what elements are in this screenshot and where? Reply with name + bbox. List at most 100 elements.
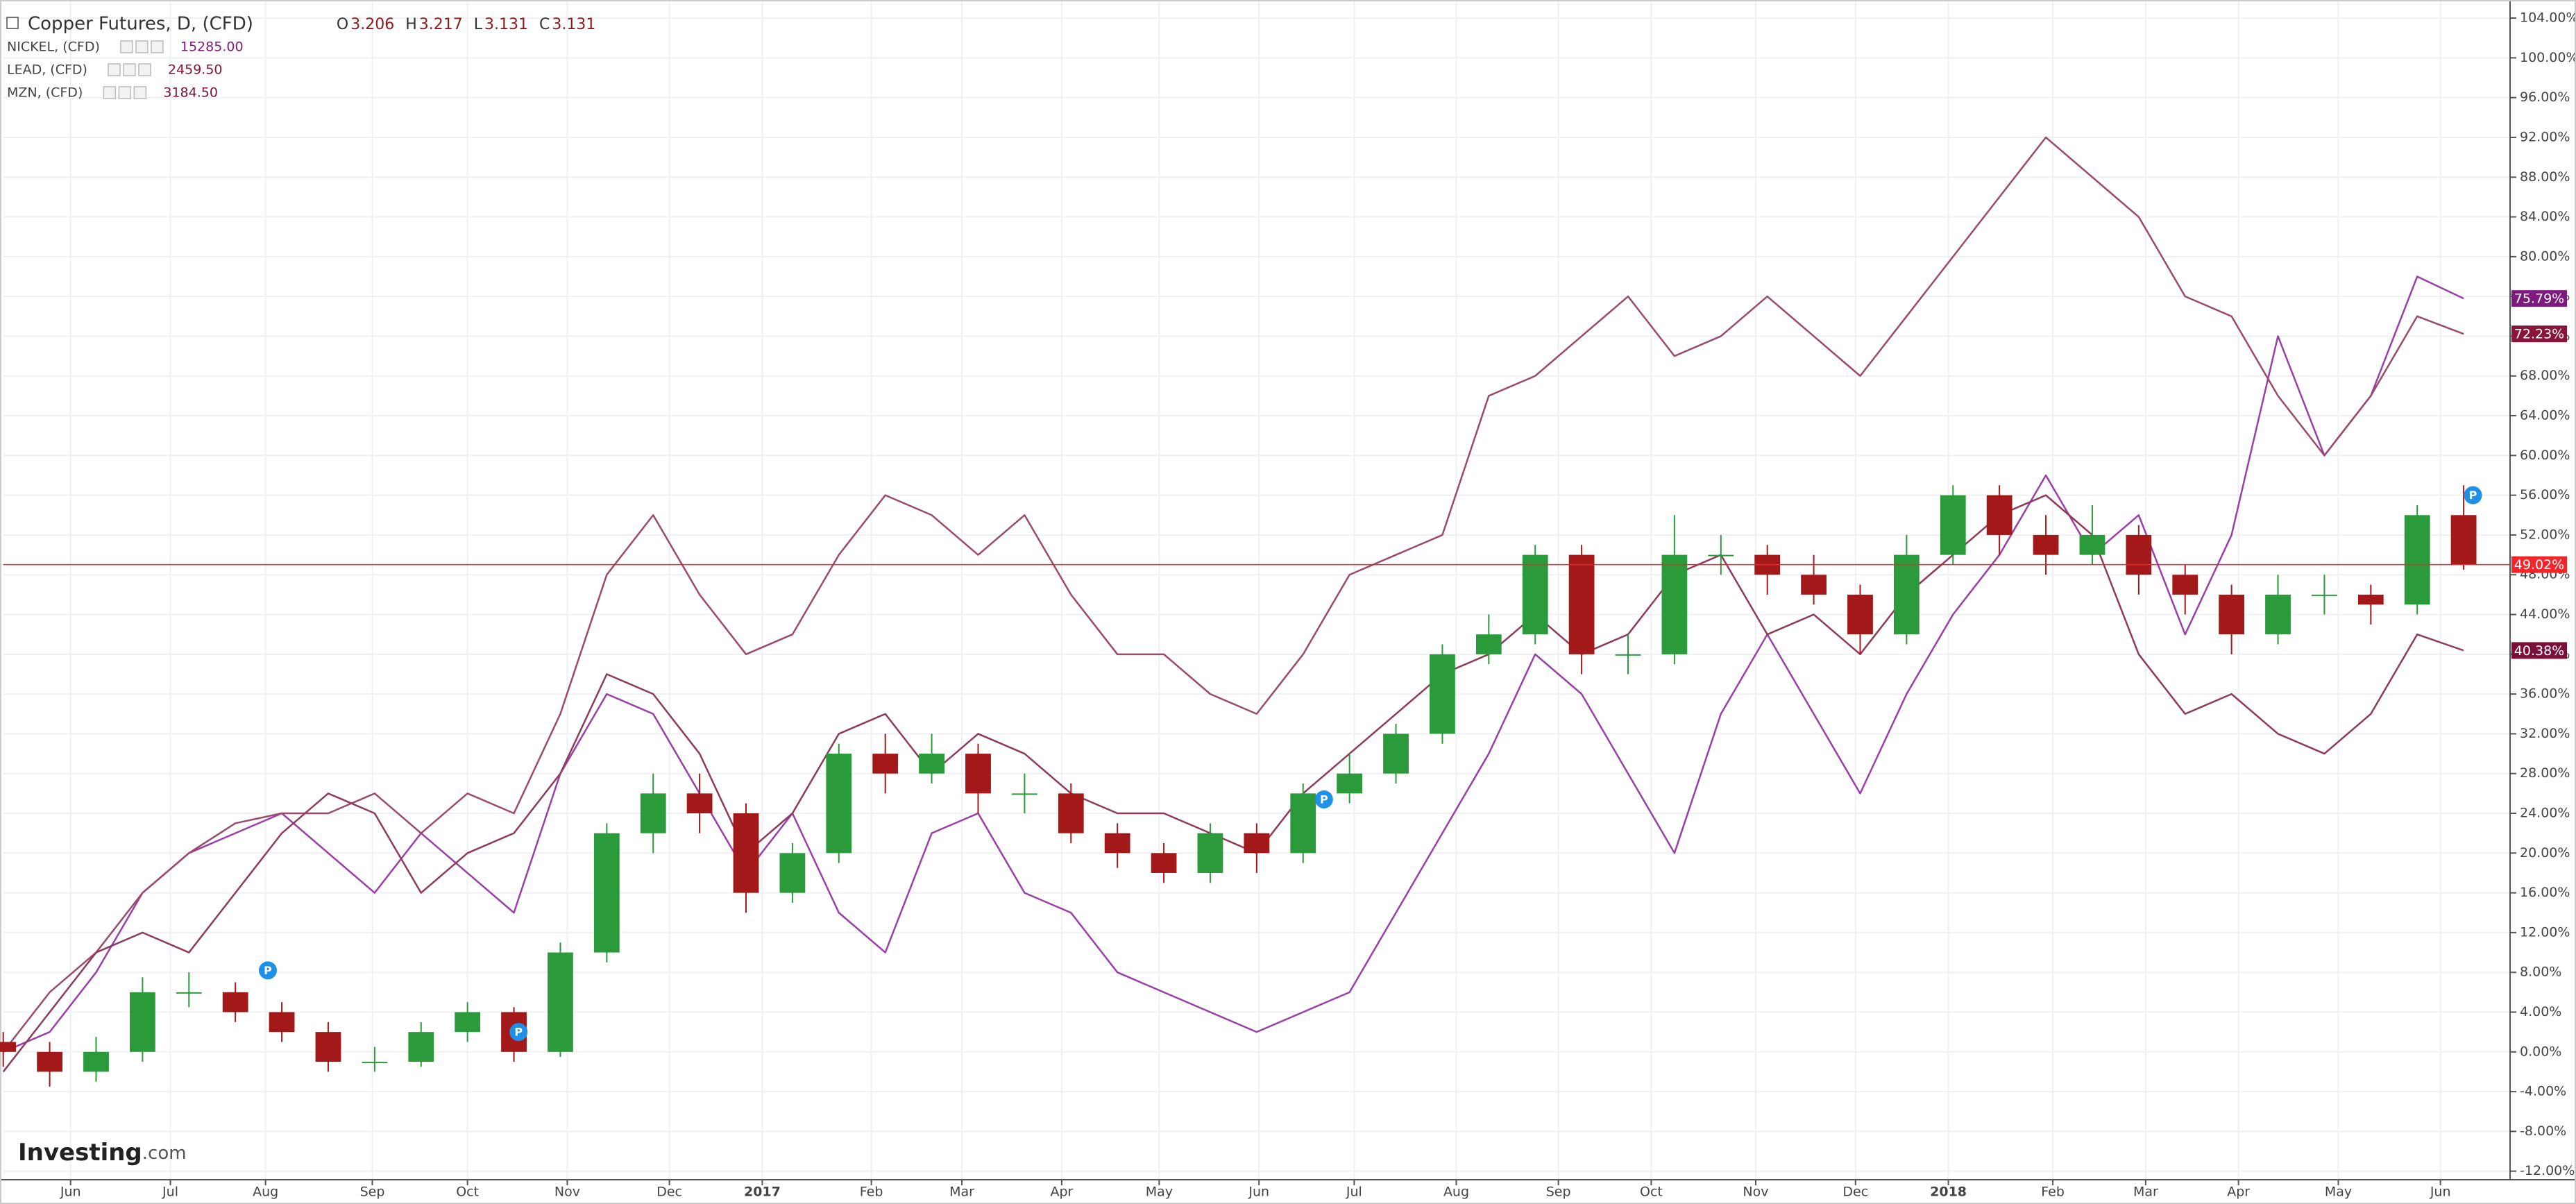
y-tick-label: 56.00% [2520, 487, 2570, 502]
legend-value: 3184.50 [163, 85, 218, 101]
event-label: P [514, 1026, 523, 1039]
legend-name: NICKEL, (CFD) [7, 40, 100, 55]
x-tick-label: May [1146, 1185, 1173, 1200]
last-value-label: 40.38% [2514, 643, 2564, 659]
candle-body [1104, 833, 1130, 854]
x-tick-label: May [2325, 1185, 2352, 1200]
candle-body [548, 952, 573, 1052]
candle-body [1568, 554, 1595, 654]
candle-body [686, 793, 713, 814]
legend-icon [120, 40, 133, 53]
y-tick-label: 92.00% [2520, 129, 2570, 144]
y-tick-label: 68.00% [2520, 368, 2570, 383]
x-tick-label: Jul [162, 1185, 178, 1200]
event-label: P [264, 964, 272, 977]
y-tick-label: 8.00% [2520, 965, 2561, 980]
candle-body [1058, 793, 1084, 833]
candle-body [733, 813, 759, 893]
candle-body [1986, 495, 2012, 535]
ohlc-value: 3.217 [419, 16, 463, 33]
candle-body [1430, 654, 1455, 734]
candle-body [1801, 575, 1827, 595]
candle-body [315, 1032, 341, 1062]
x-tick-label: Aug [253, 1185, 278, 1200]
candle-body [965, 754, 991, 794]
y-tick-label: 32.00% [2520, 726, 2570, 741]
x-tick-label: 2018 [1930, 1185, 1967, 1200]
y-tick-label: 88.00% [2520, 169, 2570, 185]
event-marker [2464, 486, 2482, 505]
candle-body [1151, 853, 1177, 873]
legend-icon [123, 63, 136, 76]
x-tick-label: Jul [1346, 1185, 1362, 1200]
candle-body [1893, 554, 1920, 635]
ohlc-label: L [474, 16, 483, 33]
last-value-tag [2511, 325, 2567, 343]
candle-body [1708, 554, 1734, 557]
x-tick-label: Jun [60, 1185, 81, 1200]
candle-body [2079, 534, 2105, 555]
y-tick-label: 84.00% [2520, 209, 2570, 224]
candle-body [872, 754, 899, 774]
x-tick-label: Feb [2041, 1185, 2065, 1200]
y-tick-label: 16.00% [2520, 885, 2570, 900]
candle-body [1290, 793, 1316, 854]
event-label: P [2469, 489, 2477, 502]
candle-body [640, 793, 666, 833]
ohlc-value: 3.131 [552, 16, 595, 33]
candle-body [1197, 833, 1223, 873]
candle-body [779, 853, 806, 893]
legend-icon [118, 86, 132, 99]
candle-body [2172, 575, 2198, 595]
logo-suffix: .com [142, 1143, 187, 1164]
candle-body [37, 1051, 62, 1072]
legend-icon [138, 63, 151, 76]
last-value-label: 72.23% [2514, 327, 2564, 342]
legend-icon [133, 86, 147, 99]
legend-value: 15285.00 [180, 40, 244, 55]
y-tick-label: -12.00% [2520, 1163, 2575, 1178]
candle-body [2126, 534, 2152, 575]
y-tick-label: 104.00% [2520, 10, 2576, 26]
x-tick-label: Sep [360, 1185, 385, 1200]
collapse-icon [6, 17, 19, 29]
candle-body [1940, 495, 1966, 555]
y-tick-label: 0.00% [2520, 1044, 2561, 1059]
x-tick-label: Aug [1443, 1185, 1469, 1200]
series-line [2, 494, 2464, 1073]
last-value-tag [2511, 642, 2567, 659]
candle-body [0, 1042, 17, 1052]
x-tick-label: Mar [949, 1185, 974, 1200]
candle-body [2312, 594, 2337, 596]
series-line [3, 275, 2464, 1053]
y-tick-label: 60.00% [2520, 448, 2570, 463]
legend-icon [103, 86, 117, 99]
y-tick-label: 100.00% [2520, 50, 2576, 65]
ohlc-value: 3.206 [350, 16, 394, 33]
last-value-tag [2511, 290, 2567, 307]
candle-body [269, 1012, 295, 1033]
logo: Investing.com [18, 1139, 187, 1167]
y-tick-label: 4.00% [2520, 1004, 2561, 1019]
legend-icon [135, 40, 149, 53]
x-tick-label: Mar [2133, 1185, 2158, 1200]
candle-body [826, 754, 852, 854]
event-label: P [1320, 792, 1328, 806]
candle-body [1383, 734, 1409, 774]
series-line [2, 136, 2464, 1053]
last-value-label: 75.79% [2514, 291, 2564, 307]
x-tick-label: Nov [554, 1185, 580, 1200]
y-tick-label: 52.00% [2520, 527, 2570, 542]
candle-body [1337, 773, 1363, 794]
candle-body [2033, 534, 2059, 555]
candle-body [408, 1032, 434, 1062]
legend-value: 2459.50 [168, 62, 223, 78]
candle-body [919, 754, 944, 774]
y-tick-label: -4.00% [2520, 1084, 2566, 1099]
x-tick-label: Dec [656, 1185, 682, 1200]
legend-icon [108, 63, 121, 76]
candle-body [1615, 654, 1641, 656]
